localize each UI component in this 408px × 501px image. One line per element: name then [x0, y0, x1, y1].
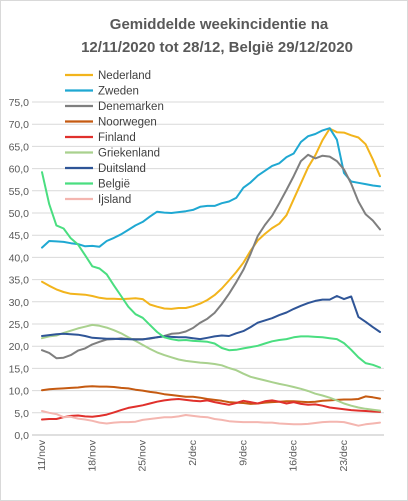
legend-label: België — [98, 179, 130, 191]
x-tick-label: 23/dec — [338, 440, 350, 472]
y-tick-label: 0,0 — [14, 430, 29, 442]
y-tick-label: 60,0 — [9, 164, 30, 176]
series-line — [41, 295, 381, 341]
series-lines — [41, 127, 381, 427]
y-tick-label: 50,0 — [9, 208, 30, 220]
series-line — [41, 171, 381, 369]
legend-label: Zweden — [98, 86, 139, 98]
legend-label: Denemarken — [98, 101, 164, 113]
y-tick-label: 75,0 — [9, 97, 30, 109]
legend-label: Finland — [98, 132, 136, 144]
series-line — [41, 385, 381, 405]
chart-title-line-1: Gemiddelde weekincidentie na — [110, 16, 329, 33]
y-tick-label: 65,0 — [9, 141, 30, 153]
y-tick-label: 45,0 — [9, 230, 30, 242]
series-line — [41, 410, 381, 427]
y-tick-label: 55,0 — [9, 186, 30, 198]
series-line — [41, 153, 381, 360]
legend-label: Noorwegen — [98, 117, 157, 129]
x-tick-label: 11/nov — [36, 439, 48, 470]
legend-label: Griekenland — [98, 148, 160, 160]
axes: 0,0 5,0 10,0 15,0 20,0 25,0 30,0 35,0 40,0 45,0 50… — [9, 97, 384, 472]
series-line — [41, 398, 381, 421]
y-tick-label: 15,0 — [9, 363, 30, 375]
x-tick-label: 16/dec — [288, 440, 300, 472]
y-tick-label: 25,0 — [9, 319, 30, 331]
legend-label: Nederland — [98, 70, 151, 82]
x-tick-label: 25/nov — [137, 439, 149, 471]
gridlines — [32, 101, 384, 436]
x-tick-label: 2/dec — [187, 440, 199, 466]
y-tick-label: 20,0 — [9, 341, 30, 353]
legend-label: Duitsland — [98, 163, 146, 175]
series-line — [41, 323, 381, 412]
x-tick-label: 9/dec — [237, 440, 249, 466]
y-tick-label: 70,0 — [9, 119, 30, 131]
legend-label: Ijsland — [98, 194, 131, 206]
chart-title-line-2: 12/11/2020 tot 28/12, België 29/12/2020 — [81, 39, 353, 56]
series-line — [41, 127, 381, 310]
series-line — [41, 127, 381, 249]
y-tick-label: 10,0 — [9, 386, 30, 398]
y-tick-label: 30,0 — [9, 297, 30, 309]
y-tick-label: 35,0 — [9, 275, 30, 287]
y-tick-label: 40,0 — [9, 252, 30, 264]
x-tick-label: 18/nov — [86, 439, 98, 471]
y-tick-label: 5,0 — [14, 408, 29, 420]
legend: Nederland Zweden Denemarken Noorwegen Finlan… — [65, 70, 164, 206]
